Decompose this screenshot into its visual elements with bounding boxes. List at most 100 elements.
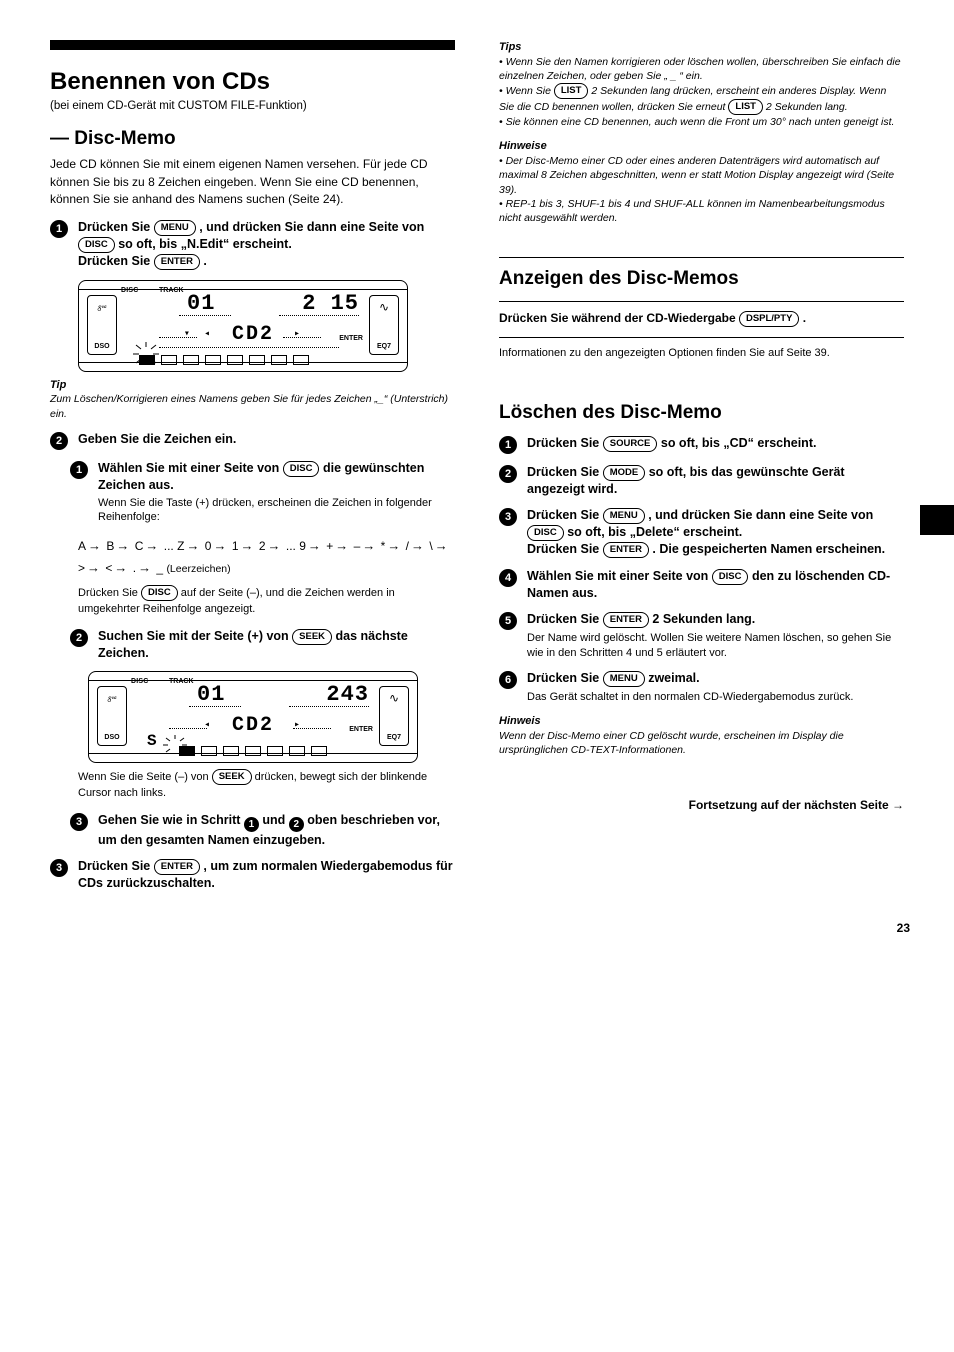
delete-step-6-sub: Das Gerät schaltet in den normalen CD-Wi… [527,690,853,704]
list-button-label: LIST [554,83,589,99]
step1-t3: so oft, bis „N.Edit“ erscheint. [118,237,292,251]
step-number-2: 2 [50,432,68,450]
page-columns: Benennen von CDs (bei einem CD-Gerät mit… [50,40,904,901]
substep-3-bullet: 3 [70,813,88,831]
step-list-1: 1 Drücken Sie MENU , und drücken Sie dan… [50,219,455,270]
lcd2-track-label: TRACK [169,678,194,685]
list-button-label-2: LIST [728,99,763,115]
step-list-2: 2 Geben Sie die Zeichen ein. [50,431,455,450]
disc-button-label-5: DISC [712,569,749,585]
lcd2-enter: ENTER [349,726,373,733]
ss1-sub: Wenn Sie die Taste (+) drücken, erschein… [98,496,455,525]
step-2-body: Geben Sie die Zeichen ein. [78,431,236,447]
ss2-a: Suchen Sie mit der Seite (+) von [98,629,292,643]
step1-t1: Drücken Sie [78,220,154,234]
disc-button-label-2: DISC [283,461,320,477]
delete-step-1-bullet: 1 [499,436,517,454]
delete-step-4: Wählen Sie mit einer Seite von DISC den … [527,568,904,601]
seek-button-label-2: SEEK [212,769,252,785]
mode-button-label: MODE [603,465,646,481]
lcd2-track-num: 01 [197,682,225,707]
memo-step: Drücken Sie während der CD-Wiedergabe DS… [499,310,904,327]
step1-t2: , und drücken Sie dann eine Seite von [199,220,424,234]
h2-subheader: — Disc-Memo [50,128,455,151]
substep-2: Suchen Sie mit der Seite (+) von SEEK da… [98,628,455,661]
step-list-3: 3 Drücken Sie ENTER , um zum normalen Wi… [50,858,455,891]
rule-1 [499,257,904,258]
ss1-a: Wählen Sie mit einer Seite von [98,461,283,475]
inline-bullet-2: 2 [289,817,304,832]
substep-2-bullet: 2 [70,629,88,647]
h2-memo: Anzeigen des Disc-Memos [499,268,904,291]
substep-1: Wählen Sie mit einer Seite von DISC die … [98,460,455,525]
tips-block: Tips • Wenn Sie den Namen korrigieren od… [499,40,904,129]
delete-step-2: Drücken Sie MODE so oft, bis das gewünsc… [527,464,904,497]
substep-1-bullet: 1 [70,461,88,479]
h1-subnote: (bei einem CD-Gerät mit CUSTOM FILE-Funk… [50,100,455,112]
enter-button-label-4: ENTER [603,612,649,628]
note2-body: Wenn der Disc-Memo einer CD gelöscht wur… [499,730,844,756]
disc-button-label-4: DISC [527,525,564,541]
delete-step-3: Drücken Sie MENU , und drücken Sie dann … [527,507,904,558]
enter-button-label: ENTER [154,254,200,270]
menu-button-label-3: MENU [603,671,645,687]
seek-button-label: SEEK [292,629,332,645]
lead-paragraph: Jede CD können Sie mit einem eigenen Nam… [50,156,455,208]
inline-bullet-1: 1 [244,817,259,832]
seq-tail: (Leerzeichen) [166,563,230,575]
step1-t4b: . [203,254,206,268]
step1-t4a: Drücken Sie [78,254,154,268]
notes-label: Hinweise [499,140,547,152]
char-sequence: A→ B→ C→ ... Z→ 0→ 1→ 2→ ... 9→ +→ –→ *→… [78,535,455,579]
ss1-tail: Drücken Sie DISC auf der Seite (–), und … [78,585,455,618]
headphones-icon-2: 𝄶 [107,691,116,706]
arrow-right-icon: → [892,798,904,812]
notes-block: Hinweise • Der Disc-Memo einer CD oder e… [499,139,904,225]
delete-step-5: Drücken Sie ENTER 2 Sekunden lang. Der N… [527,611,904,660]
substep-3: Gehen Sie wie in Schritt 1 und 2 oben be… [98,812,455,848]
step-3-body: Drücken Sie ENTER , um zum normalen Wied… [78,858,455,891]
substep-list: 1 Wählen Sie mit einer Seite von DISC di… [70,460,455,525]
source-button-label: SOURCE [603,436,658,452]
tip-1-body: Zum Löschen/Korrigieren eines Namens geb… [50,393,448,419]
delete-step-3-bullet: 3 [499,508,517,526]
lcd2-time: 243 [326,682,369,707]
lcd1-track-label: TRACK [159,287,184,294]
enter-button-label-3: ENTER [603,542,649,558]
delete-step-6: Drücken Sie MENU zweimal. Das Gerät scha… [527,670,853,704]
column-left: Benennen von CDs (bei einem CD-Gerät mit… [50,40,455,901]
delete-step-5-sub: Der Name wird gelöscht. Wollen Sie weite… [527,631,904,660]
menu-button-label-2: MENU [603,508,645,524]
memo-body: Informationen zu den angezeigten Optione… [499,346,904,362]
lcd2-mid: CD2 [232,714,274,737]
dspl-pty-button-label: DSPL/PTY [739,311,799,327]
h1-title: Benennen von CDs [50,68,455,96]
continue-line: Fortsetzung auf der nächsten Seite → [499,798,904,812]
lcd2-disc-label: DISC [131,678,149,685]
note-block-2: Hinweis Wenn der Disc-Memo einer CD gelö… [499,714,904,757]
lcd1-mid: CD2 [232,323,274,346]
rule-3 [499,337,904,338]
seek-tail: Wenn Sie die Seite (–) von SEEK drücken,… [78,769,455,802]
lcd2-bot-char: S [147,732,157,750]
lcd-1: 𝄶 DSO ∿ EQ7 DISC TRACK 01 2 15 ▾◂ CD2 ▸ [78,280,408,372]
delete-step-4-bullet: 4 [499,569,517,587]
note2-label: Hinweis [499,715,541,727]
delete-step-2-bullet: 2 [499,465,517,483]
lcd-2: 𝄶 DSO ∿ EQ7 DISC TRACK 01 243 ◂ CD2 ▸ [88,671,418,763]
lcd1-time: 2 15 [302,291,359,316]
tip-label-1: Tip [50,379,66,391]
lcd1-char-cells [139,355,309,365]
wave-icon-2: ∿ [389,691,399,705]
lcd2-char-cells [179,746,327,756]
lcd-figure-1: 𝄶 DSO ∿ EQ7 DISC TRACK 01 2 15 ▾◂ CD2 ▸ [78,280,455,372]
h2-delete: Löschen des Disc-Memo [499,402,904,425]
headphones-icon: 𝄶 [97,300,106,315]
delete-step-5-bullet: 5 [499,612,517,630]
disc-button-label: DISC [78,237,115,253]
delete-step-list: 1 Drücken Sie SOURCE so oft, bis „CD“ er… [499,435,904,704]
lcd1-track-num: 01 [187,291,215,316]
disc-button-label-3: DISC [141,585,178,601]
step-number-1: 1 [50,220,68,238]
rule-2 [499,301,904,302]
